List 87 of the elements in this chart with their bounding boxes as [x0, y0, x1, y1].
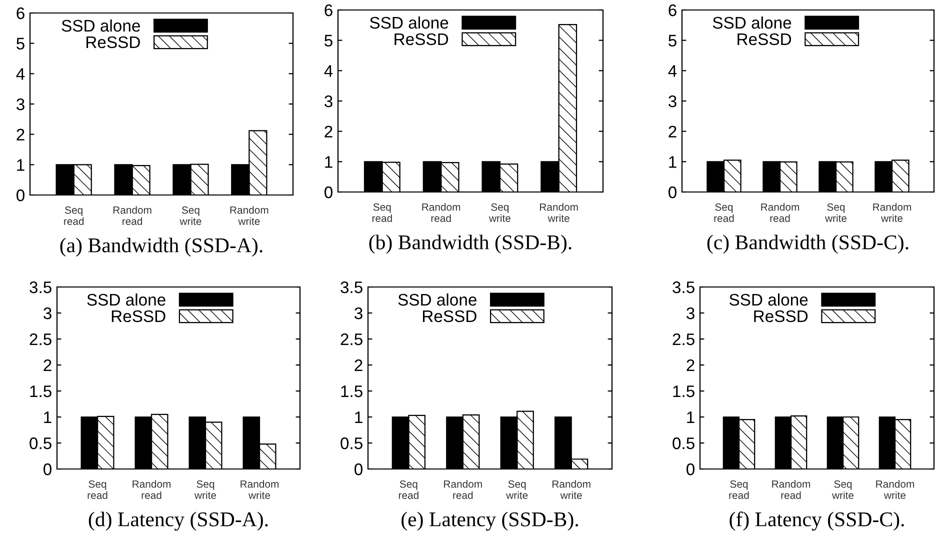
y-tick-label: 0.5 — [340, 437, 362, 450]
y-tick-label: 2.5 — [672, 333, 694, 346]
y-tick-label: 0 — [44, 463, 52, 476]
y-tick-label: 6 — [324, 4, 332, 16]
text: (a) Bandwidth (SSD-A). — [60, 238, 262, 257]
legend-label: ReSSD — [422, 310, 476, 322]
x-tick-label: Random write — [873, 203, 911, 222]
y-tick-label: 2 — [324, 126, 332, 138]
y-tick-label: 3.5 — [340, 281, 362, 294]
x-tick-label: Seq read — [64, 206, 84, 225]
y-tick-label: 2 — [354, 359, 362, 372]
y-tick-label: 1 — [44, 412, 52, 424]
legend-label: ReSSD — [86, 36, 140, 48]
x-tick-label: Seq read — [398, 480, 418, 499]
y-tick-label: 1 — [17, 159, 24, 171]
y-tick-label: 1.5 — [30, 386, 52, 398]
y-tick-label: 0 — [16, 189, 24, 202]
x-tick-label: Random write — [230, 206, 268, 225]
y-tick-label: 2.5 — [340, 333, 362, 346]
x-tick-label: Random read — [422, 203, 460, 222]
y-tick-label: 0 — [354, 463, 362, 476]
y-tick-label: 5 — [668, 34, 676, 47]
y-tick-label: 3 — [668, 95, 676, 108]
y-tick-label: 2 — [44, 359, 52, 372]
y-tick-label: 5 — [324, 34, 332, 47]
text: (b) Bandwidth (SSD-B). — [369, 234, 572, 254]
y-tick-label: 1 — [687, 412, 694, 424]
y-tick-label: 1 — [355, 412, 362, 424]
x-tick-label: Random write — [240, 480, 278, 499]
x-tick-label: Seq write — [506, 480, 528, 499]
legend-label: ReSSD — [754, 310, 808, 322]
y-tick-label: 5 — [16, 38, 24, 50]
legend-label: SSD alone — [370, 16, 448, 29]
y-tick-label: 6 — [16, 7, 24, 20]
legend-label: SSD alone — [398, 293, 476, 306]
y-tick-label: 0.5 — [672, 437, 694, 450]
y-tick-label: 0 — [324, 186, 332, 198]
x-tick-label: Seq write — [180, 206, 202, 225]
x-tick-label: Random read — [132, 480, 170, 499]
x-tick-label: Random read — [761, 203, 799, 222]
y-tick-label: 4 — [16, 68, 25, 80]
y-tick-label: 3 — [686, 307, 694, 320]
y-tick-label: 0 — [686, 463, 694, 476]
x-tick-label: Random read — [772, 480, 810, 499]
y-tick-label: 3 — [16, 98, 24, 110]
y-tick-label: 2 — [686, 359, 694, 372]
legend-label: ReSSD — [112, 310, 166, 322]
legend-label: SSD alone — [62, 19, 140, 32]
text: (c) Bandwidth (SSD-C). — [707, 234, 908, 254]
y-tick-label: 0.5 — [30, 437, 52, 450]
legend-label: SSD alone — [87, 293, 166, 306]
y-tick-label: 1.5 — [673, 386, 694, 398]
y-tick-label: 3 — [324, 95, 332, 108]
text: (f) Latency (SSD-C). — [730, 512, 904, 531]
y-tick-label: 3 — [44, 307, 52, 320]
y-tick-label: 1 — [669, 156, 676, 168]
text: (e) Latency (SSD-B). — [402, 512, 578, 531]
y-tick-label: 2 — [668, 126, 676, 138]
x-tick-label: Random write — [876, 480, 914, 499]
y-tick-label: 2 — [16, 128, 24, 140]
y-tick-label: 6 — [668, 4, 676, 16]
y-tick-label: 3 — [354, 307, 362, 320]
x-tick-label: Random read — [444, 480, 482, 499]
x-tick-label: Seq write — [488, 203, 510, 222]
y-tick-label: 2.5 — [30, 333, 52, 346]
x-tick-label: Seq read — [88, 480, 108, 499]
x-tick-label: Seq read — [714, 203, 734, 222]
y-tick-label: 4 — [668, 65, 677, 77]
x-tick-label: Random write — [552, 480, 590, 499]
x-tick-label: Random read — [113, 206, 152, 225]
x-tick-label: Random write — [540, 203, 578, 222]
x-tick-label: Seq write — [194, 480, 216, 499]
y-tick-label: 0 — [668, 186, 676, 198]
x-tick-label: Seq write — [824, 203, 847, 222]
x-tick-label: Seq read — [729, 480, 749, 499]
y-tick-label: 1.5 — [341, 386, 362, 398]
y-tick-label: 3.5 — [672, 281, 694, 294]
legend-label: SSD alone — [712, 16, 792, 29]
legend-label: ReSSD — [394, 33, 448, 46]
y-tick-label: 3.5 — [30, 281, 52, 294]
x-tick-label: Seq write — [832, 480, 854, 499]
y-tick-label: 1 — [325, 156, 332, 168]
legend-label: SSD alone — [729, 293, 808, 306]
legend-label: ReSSD — [738, 33, 792, 46]
text: (d) Latency (SSD-A). — [88, 512, 268, 531]
y-tick-label: 4 — [324, 65, 333, 77]
x-tick-label: Seq read — [372, 203, 392, 222]
